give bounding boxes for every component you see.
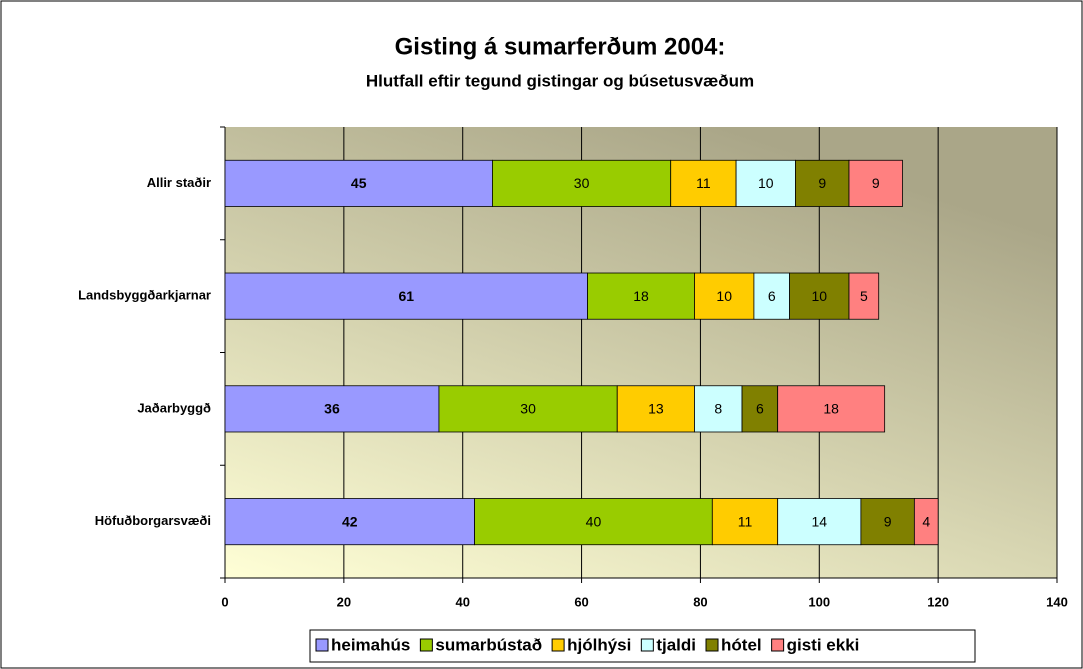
- bar-segment: [694, 385, 743, 433]
- legend-label: gisti ekki: [787, 635, 860, 654]
- bar-segment: [224, 159, 493, 207]
- legend-label: heimahús: [331, 635, 410, 654]
- value-label: 4: [922, 513, 930, 529]
- x-tick-label: 0: [221, 594, 228, 609]
- legend-label: tjaldi: [656, 635, 696, 654]
- value-label: 14: [811, 513, 827, 529]
- bar-segment: [795, 159, 850, 207]
- x-tick-label: 100: [808, 594, 830, 609]
- chart-subtitle: Hlutfall eftir tegund gistingar og búset…: [366, 71, 754, 90]
- x-tick-label: 40: [455, 594, 469, 609]
- bar-segment: [735, 159, 796, 207]
- value-label: 13: [648, 401, 664, 417]
- value-label: 11: [696, 175, 711, 191]
- value-label: 11: [738, 513, 753, 529]
- bar-segment: [777, 385, 886, 433]
- legend-swatch: [419, 638, 433, 652]
- bar-segment: [587, 272, 695, 320]
- bar-segment: [789, 272, 850, 320]
- bar-segment: [224, 498, 476, 546]
- bar-segment: [694, 272, 755, 320]
- bar-segment: [438, 385, 618, 433]
- bar-segment: [777, 498, 862, 546]
- value-label: 9: [818, 175, 826, 191]
- x-tick-label: 20: [337, 594, 351, 609]
- legend-swatch: [771, 638, 785, 652]
- value-label: 18: [633, 288, 649, 304]
- bar-segment: [711, 498, 779, 546]
- value-label: 40: [586, 513, 602, 529]
- y-tick-label: Höfuðborgarsvæði: [95, 513, 211, 528]
- y-tick-label: Landsbyggðarkjarnar: [78, 288, 211, 303]
- value-label: 30: [574, 175, 590, 191]
- value-label: 10: [758, 175, 774, 191]
- value-label: 45: [351, 175, 367, 191]
- bar-segment: [741, 385, 779, 433]
- legend-label: hótel: [721, 635, 762, 654]
- value-label: 9: [884, 513, 892, 529]
- legend-swatch: [315, 638, 329, 652]
- bar-segment: [848, 272, 880, 320]
- x-tick-label: 140: [1046, 594, 1068, 609]
- bar-segment: [848, 159, 903, 207]
- bar-segment: [616, 385, 695, 433]
- bar-segment: [753, 272, 790, 320]
- value-label: 30: [520, 401, 536, 417]
- value-label: 10: [811, 288, 827, 304]
- y-tick-label: Allir staðir: [147, 175, 211, 190]
- bar-segment: [224, 385, 440, 433]
- x-tick-label: 80: [693, 594, 707, 609]
- bar-segment: [492, 159, 672, 207]
- value-label: 8: [714, 401, 722, 417]
- legend-swatch: [705, 638, 719, 652]
- value-label: 42: [342, 513, 358, 529]
- value-label: 9: [872, 175, 880, 191]
- value-label: 18: [823, 401, 839, 417]
- bar-segment: [913, 498, 939, 546]
- bar-segment: [224, 272, 588, 320]
- value-label: 6: [768, 288, 776, 304]
- legend-label: sumarbústað: [435, 635, 542, 654]
- value-label: 61: [398, 288, 414, 304]
- value-label: 5: [860, 288, 868, 304]
- chart-title: Gisting á sumarferðum 2004:: [395, 33, 726, 60]
- x-tick-label: 60: [574, 594, 588, 609]
- legend-swatch: [640, 638, 654, 652]
- value-label: 36: [324, 401, 340, 417]
- value-label: 6: [756, 401, 764, 417]
- legend-swatch: [551, 638, 565, 652]
- y-tick-label: Jaðarbyggð: [137, 400, 211, 415]
- x-tick-label: 120: [927, 594, 949, 609]
- value-label: 10: [716, 288, 732, 304]
- legend-label: hjólhýsi: [567, 635, 631, 654]
